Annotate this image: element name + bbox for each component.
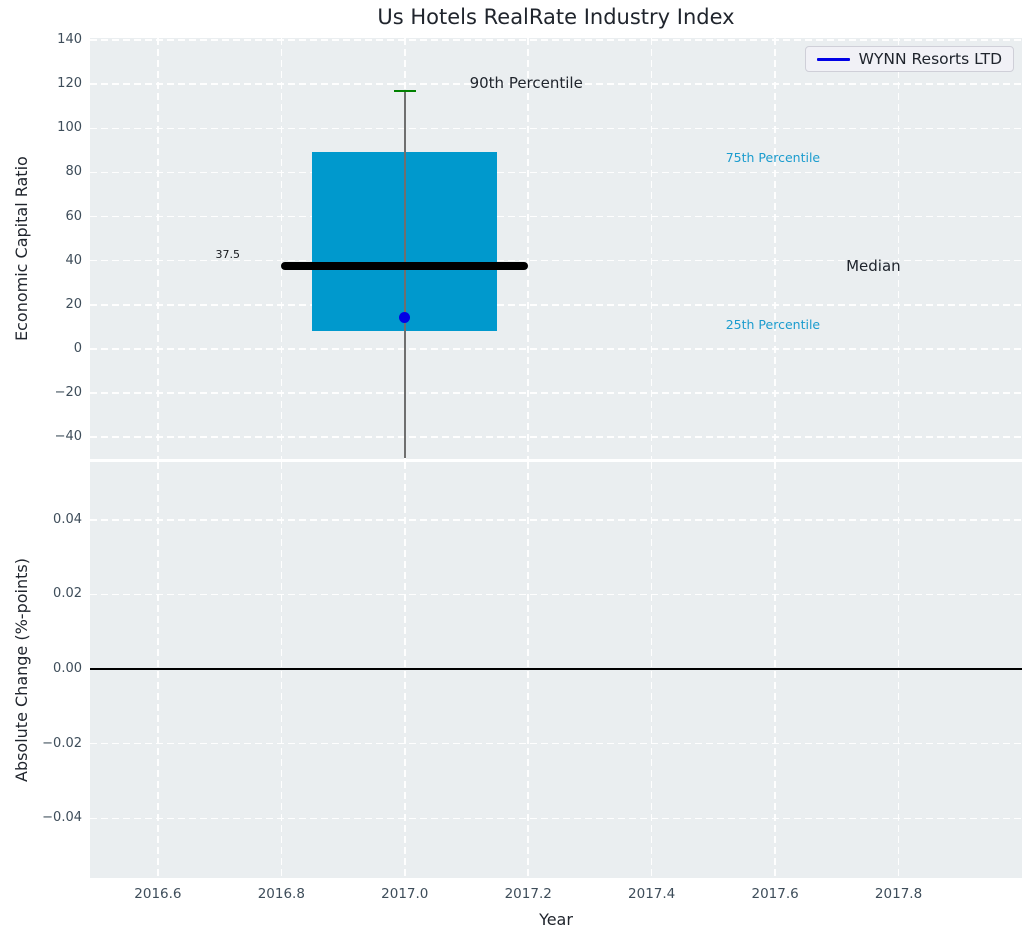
zero-line [90,668,1022,671]
legend: WYNN Resorts LTD [804,46,1014,72]
x-tick-label: 2017.6 [751,886,799,902]
top-y-axis-label: Economic Capital Ratio [12,156,31,341]
gridline-horizontal [90,436,1022,438]
median-line [281,262,529,271]
x-tick-label: 2017.8 [874,886,923,902]
annotation-37-5: 37.5 [215,248,240,262]
gridline-horizontal [90,215,1022,218]
legend-label: WYNN Resorts LTD [858,50,1002,68]
gridline-vertical [897,38,900,459]
gridline-horizontal [90,593,1022,596]
y-tick-label: 100 [57,120,82,136]
y-tick-label: −40 [54,428,82,444]
gridline-vertical [774,38,776,459]
y-tick-label: −0.04 [42,810,82,826]
x-tick-label: 2017.4 [628,886,676,902]
x-tick-label: 2017.0 [381,886,429,902]
gridline-horizontal [90,83,1022,86]
gridline-horizontal [90,742,1022,745]
gridline-horizontal [90,392,1022,394]
x-tick-label: 2016.8 [257,886,305,902]
company-point [399,312,411,324]
gridline-horizontal [90,303,1022,306]
annotation-25th-percentile: 25th Percentile [725,316,821,332]
gridline-horizontal [90,347,1022,350]
annotation-median: Median [846,256,901,275]
legend-line-swatch [816,57,850,61]
x-axis-label: Year [539,910,573,929]
gridline-horizontal [90,817,1022,820]
y-tick-label: 0.02 [53,586,82,602]
y-tick-label: −20 [54,384,82,400]
annotation-90th-percentile: 90th Percentile [469,73,583,92]
annotation-75th-percentile: 75th Percentile [725,150,821,166]
y-tick-label: 60 [65,208,82,224]
gridline-vertical [527,38,530,459]
gridline-horizontal [90,171,1022,174]
whisker-cap-90th-percentile [393,89,416,93]
gridline-vertical [650,38,653,459]
bottom-y-axis-label: Absolute Change (%-points) [12,558,31,782]
bottom-axes-plot-area [90,462,1022,878]
gridline-horizontal [90,519,1022,521]
gridline-horizontal [90,39,1022,41]
y-tick-label: 80 [65,164,82,180]
gridline-horizontal [90,259,1022,262]
y-tick-label: 0.00 [53,661,82,677]
y-tick-label: 120 [57,76,82,92]
y-tick-label: 0.04 [53,511,82,527]
y-tick-label: 40 [65,252,82,268]
whisker-line [403,90,406,458]
gridline-horizontal [90,127,1022,130]
chart-title: Us Hotels RealRate Industry Index [377,5,735,29]
y-tick-label: −0.02 [42,735,82,751]
gridline-vertical [280,38,283,459]
y-tick-label: 0 [73,340,82,356]
top-axes-plot-area [90,38,1022,459]
y-tick-label: 140 [57,32,82,48]
x-tick-label: 2017.2 [504,886,552,902]
y-tick-label: 20 [65,296,82,312]
x-tick-label: 2016.6 [134,886,182,902]
gridline-vertical [157,38,159,459]
